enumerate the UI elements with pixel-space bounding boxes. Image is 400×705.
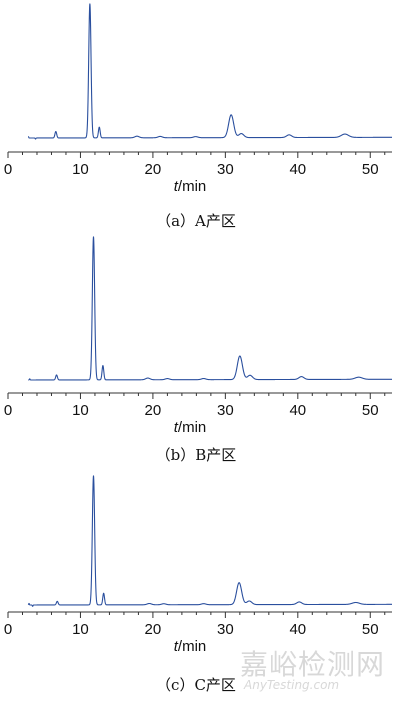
chart-panel-3: 0 10 20 30 40 50 t/min （c）C产区	[4, 475, 393, 694]
x-tick-label: 20	[145, 161, 162, 178]
x-tick-label: 50	[362, 621, 379, 638]
x-axis-variable: t	[174, 419, 179, 436]
chromatogram-trace	[27, 236, 393, 381]
x-axis-unit: /min	[178, 178, 206, 195]
x-tick-label: 30	[217, 402, 234, 419]
x-tick-label: 30	[217, 621, 234, 638]
chart-panel-2: 0 10 20 30 40 50 t/min （b）B产区	[4, 236, 393, 464]
x-axis-title: t/min	[174, 638, 207, 655]
x-tick-label: 30	[217, 161, 234, 178]
x-tick-label: 10	[72, 161, 89, 178]
x-axis-unit: /min	[178, 638, 206, 655]
chromatogram-trace	[27, 3, 393, 140]
x-tick-label: 50	[362, 161, 379, 178]
x-tick-label: 40	[289, 161, 306, 178]
x-axis-unit: /min	[178, 419, 206, 436]
x-tick-label: 40	[289, 402, 306, 419]
x-axis-variable: t	[174, 178, 179, 195]
panel-caption: （b）B产区	[156, 446, 237, 464]
x-axis-title: t/min	[174, 419, 207, 436]
x-tick-label: 10	[72, 402, 89, 419]
chromatogram-trace	[27, 475, 393, 607]
x-tick-label: 0	[4, 161, 12, 178]
panel-caption: （c）C产区	[156, 676, 236, 694]
panel-caption: （a）A产区	[156, 212, 236, 230]
x-tick-label: 10	[72, 621, 89, 638]
x-tick-label: 20	[145, 402, 162, 419]
watermark-english: AnyTesting.com	[244, 678, 340, 692]
x-tick-label: 0	[4, 621, 12, 638]
x-axis-title: t/min	[174, 178, 207, 195]
x-tick-label: 20	[145, 621, 162, 638]
chart-panel-1: 0 10 20 30 40 50 t/min （a）A产区	[4, 3, 393, 230]
x-tick-label: 40	[289, 621, 306, 638]
watermark-chinese: 嘉峪检测网	[240, 648, 386, 681]
x-axis-variable: t	[174, 638, 179, 655]
x-tick-label: 0	[4, 402, 12, 419]
x-tick-label: 50	[362, 402, 379, 419]
